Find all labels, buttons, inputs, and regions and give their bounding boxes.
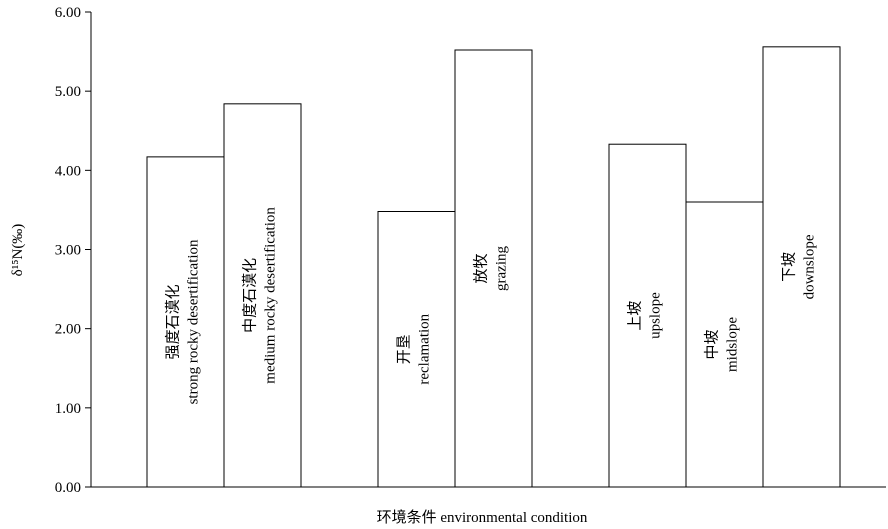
y-axis-title: δ¹⁵N(‰): [10, 224, 26, 277]
bar-label-en: grazing: [494, 246, 510, 291]
bar-label-en: midslope: [725, 317, 741, 372]
bars: [146, 46, 841, 488]
bar-label-cn: 开垦: [396, 334, 413, 364]
x-axis-title: 环境条件 environmental condition: [377, 508, 588, 526]
y-tick-label: 2.00: [55, 322, 81, 338]
y-tick-label: 5.00: [55, 84, 81, 100]
bar: [146, 156, 225, 488]
y-tick-label: 3.00: [55, 243, 81, 259]
bar-label-en: downslope: [802, 234, 818, 299]
bar-label-cn: 放牧: [473, 253, 490, 283]
bar-label-en: reclamation: [417, 313, 433, 384]
bar-label-cn: 下坡: [781, 252, 798, 282]
bar-label-cn: 中坡: [704, 329, 721, 359]
y-tick-label: 1.00: [55, 401, 81, 417]
bar: [377, 211, 456, 488]
bar: [223, 103, 302, 488]
bar-label-en: upslope: [648, 292, 664, 339]
bar-label-cn: 上坡: [627, 301, 644, 331]
y-tick-label: 0.00: [55, 480, 81, 496]
bar-label-en: medium rocky desertification: [263, 207, 279, 384]
y-tick-label: 4.00: [55, 163, 81, 179]
bar: [454, 49, 533, 488]
y-tick-label: 6.00: [55, 5, 81, 21]
bar-labels: 强度石漠化 strong rocky desertification 中度石漠化 me…: [165, 207, 818, 405]
bar: [608, 143, 687, 488]
bar-label-cn: 中度石漠化: [242, 258, 259, 333]
bar: [685, 201, 764, 488]
bar: [762, 46, 841, 488]
bar-label-cn: 强度石漠化: [165, 284, 182, 359]
bar-label-en: strong rocky desertification: [186, 239, 202, 404]
